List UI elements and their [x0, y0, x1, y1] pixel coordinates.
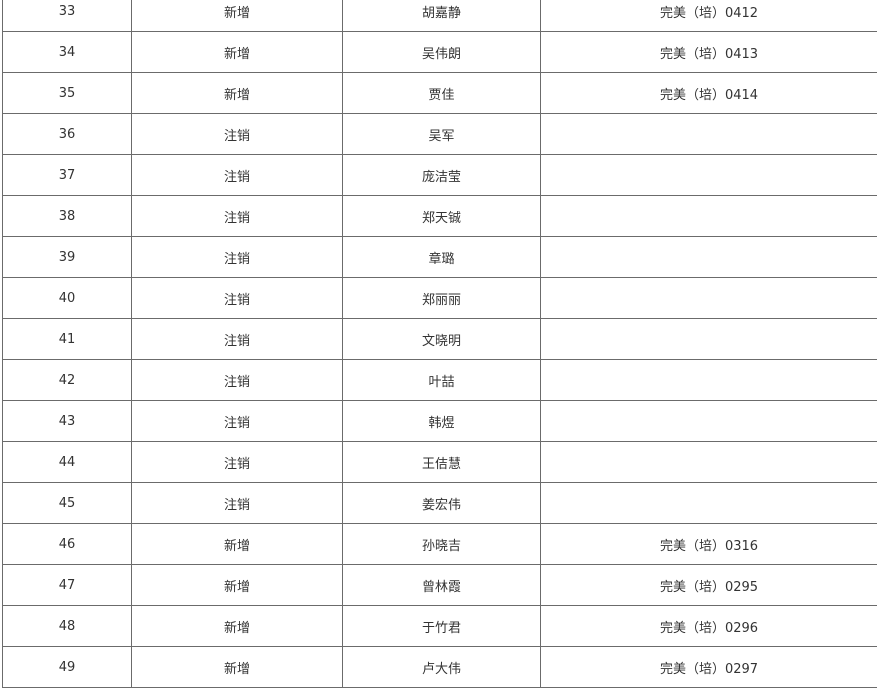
change-type: 新增 [131, 605, 343, 647]
certificate-number [540, 277, 877, 319]
row-number: 39 [2, 236, 132, 278]
row-number: 49 [2, 646, 132, 688]
row-number: 42 [2, 359, 132, 401]
table-row: 40 注销 郑丽丽 [2, 277, 877, 319]
person-name: 于竹君 [342, 605, 541, 647]
table-row: 35 新增 贾佳 完美（培）0414 [2, 72, 877, 114]
certificate-number [540, 154, 877, 196]
change-type: 注销 [131, 277, 343, 319]
table-row: 42 注销 叶喆 [2, 359, 877, 401]
row-number: 45 [2, 482, 132, 524]
certificate-number: 完美（培）0296 [540, 605, 877, 647]
change-type: 注销 [131, 113, 343, 155]
person-name: 韩煜 [342, 400, 541, 442]
change-type: 新增 [131, 31, 343, 73]
table-row: 37 注销 庞洁莹 [2, 154, 877, 196]
table-row: 48 新增 于竹君 完美（培）0296 [2, 605, 877, 647]
person-name: 章璐 [342, 236, 541, 278]
person-name: 王佶慧 [342, 441, 541, 483]
table-row: 45 注销 姜宏伟 [2, 482, 877, 524]
row-number: 46 [2, 523, 132, 565]
person-name: 庞洁莹 [342, 154, 541, 196]
certificate-number: 完美（培）0414 [540, 72, 877, 114]
table-row: 33 新增 胡嘉静 完美（培）0412 [2, 0, 877, 32]
change-type: 注销 [131, 195, 343, 237]
row-number: 40 [2, 277, 132, 319]
person-name: 姜宏伟 [342, 482, 541, 524]
certificate-number: 完美（培）0316 [540, 523, 877, 565]
table-row: 39 注销 章璐 [2, 236, 877, 278]
row-number: 36 [2, 113, 132, 155]
table-row: 46 新增 孙晓吉 完美（培）0316 [2, 523, 877, 565]
certificate-number [540, 482, 877, 524]
person-name: 文晓明 [342, 318, 541, 360]
row-number: 38 [2, 195, 132, 237]
change-type: 注销 [131, 318, 343, 360]
person-name: 曾林霞 [342, 564, 541, 606]
table-row: 34 新增 吴伟朗 完美（培）0413 [2, 31, 877, 73]
certificate-number: 完美（培）0413 [540, 31, 877, 73]
row-number: 41 [2, 318, 132, 360]
person-name: 郑丽丽 [342, 277, 541, 319]
table-row: 38 注销 郑天铖 [2, 195, 877, 237]
change-type: 注销 [131, 400, 343, 442]
person-name: 卢大伟 [342, 646, 541, 688]
certificate-number [540, 113, 877, 155]
certificate-number [540, 400, 877, 442]
change-type: 新增 [131, 72, 343, 114]
table-row: 41 注销 文晓明 [2, 318, 877, 360]
certificate-number: 完美（培）0412 [540, 0, 877, 32]
change-type: 注销 [131, 154, 343, 196]
person-name: 胡嘉静 [342, 0, 541, 32]
certificate-number [540, 359, 877, 401]
person-name: 孙晓吉 [342, 523, 541, 565]
certificate-number [540, 236, 877, 278]
row-number: 43 [2, 400, 132, 442]
change-type: 新增 [131, 523, 343, 565]
change-type: 注销 [131, 441, 343, 483]
change-type: 注销 [131, 236, 343, 278]
row-number: 44 [2, 441, 132, 483]
change-type: 注销 [131, 482, 343, 524]
table-row: 49 新增 卢大伟 完美（培）0297 [2, 646, 877, 688]
row-number: 34 [2, 31, 132, 73]
row-number: 35 [2, 72, 132, 114]
row-number: 47 [2, 564, 132, 606]
table-row: 47 新增 曾林霞 完美（培）0295 [2, 564, 877, 606]
certificate-number: 完美（培）0297 [540, 646, 877, 688]
certificate-number [540, 318, 877, 360]
change-type: 新增 [131, 646, 343, 688]
certificate-number: 完美（培）0295 [540, 564, 877, 606]
row-number: 37 [2, 154, 132, 196]
person-name: 吴军 [342, 113, 541, 155]
person-name: 贾佳 [342, 72, 541, 114]
table-row: 43 注销 韩煜 [2, 400, 877, 442]
change-type: 新增 [131, 0, 343, 32]
person-name: 吴伟朗 [342, 31, 541, 73]
table-row: 44 注销 王佶慧 [2, 441, 877, 483]
table-row: 36 注销 吴军 [2, 113, 877, 155]
row-number: 33 [2, 0, 132, 32]
change-type: 注销 [131, 359, 343, 401]
person-name: 叶喆 [342, 359, 541, 401]
certificate-number [540, 195, 877, 237]
person-name: 郑天铖 [342, 195, 541, 237]
change-type: 新增 [131, 564, 343, 606]
certificate-number [540, 441, 877, 483]
row-number: 48 [2, 605, 132, 647]
